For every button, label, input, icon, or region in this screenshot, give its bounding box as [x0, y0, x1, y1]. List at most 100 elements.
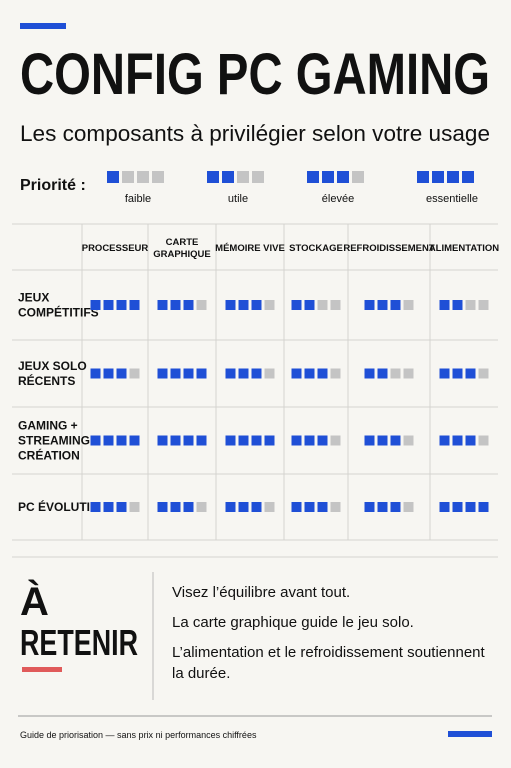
priority-square [390, 368, 401, 379]
priority-square [116, 435, 127, 446]
priority-cell [90, 368, 140, 379]
row-label: RÉCENTS [18, 373, 75, 388]
priority-square [478, 502, 489, 512]
priority-square [478, 368, 489, 379]
priority-square [222, 171, 234, 183]
priority-square [170, 300, 181, 310]
priority-square [417, 171, 429, 183]
priority-square [377, 368, 388, 379]
priority-square [322, 171, 334, 183]
priority-square [183, 435, 194, 446]
priority-cell [225, 435, 275, 446]
accent-bar [448, 731, 492, 737]
takeaway-point: la durée. [172, 665, 230, 682]
priority-square [264, 368, 275, 379]
priority-square [364, 502, 375, 512]
priority-square [364, 368, 375, 379]
priority-cell [364, 502, 414, 512]
legend-key [107, 171, 164, 183]
priority-square [238, 502, 249, 512]
priority-square [90, 300, 101, 310]
priority-square [377, 502, 388, 512]
priority-cell [439, 300, 489, 310]
priority-square [439, 300, 450, 310]
priority-square [452, 435, 463, 446]
priority-cell [225, 502, 275, 512]
priority-square [330, 502, 341, 512]
priority-cell [225, 300, 275, 310]
priority-square [157, 368, 168, 379]
priority-square [403, 368, 414, 379]
priority-square [152, 171, 164, 183]
priority-cell [291, 368, 341, 379]
priority-cell [291, 435, 341, 446]
priority-square [170, 368, 181, 379]
priority-square [364, 435, 375, 446]
priority-square [238, 435, 249, 446]
priority-square [291, 368, 302, 379]
row-label: PC ÉVOLUTIF [18, 499, 97, 514]
row-label: GAMING + [18, 419, 78, 433]
priority-square [170, 435, 181, 446]
priority-square [183, 300, 194, 310]
legend-key [207, 171, 264, 183]
priority-square [364, 300, 375, 310]
priority-square [317, 502, 328, 512]
row-label: COMPÉTITIFS [18, 305, 99, 320]
priority-square [390, 300, 401, 310]
priority-square [225, 502, 236, 512]
priority-square [403, 300, 414, 310]
legend-label: essentielle [426, 193, 478, 205]
accent-bar [20, 23, 66, 29]
legend-key [417, 171, 474, 183]
priority-square [157, 502, 168, 512]
legend-key [307, 171, 364, 183]
accent-bar [22, 667, 62, 672]
column-header: MÉMOIRE VIVE [215, 243, 285, 254]
priority-cell [439, 368, 489, 379]
priority-square [330, 435, 341, 446]
priority-square [251, 502, 262, 512]
priority-square [452, 300, 463, 310]
priority-square [432, 171, 444, 183]
priority-square [183, 368, 194, 379]
priority-square [291, 502, 302, 512]
priority-cell [157, 435, 207, 446]
priority-square [317, 435, 328, 446]
priority-square [462, 171, 474, 183]
priority-square [439, 435, 450, 446]
priority-square [90, 502, 101, 512]
column-header: GRAPHIQUE [153, 249, 211, 260]
priority-square [196, 502, 207, 512]
priority-cell [157, 368, 207, 379]
priority-square [478, 435, 489, 446]
priority-square [291, 435, 302, 446]
priority-cell [439, 502, 489, 512]
priority-square [337, 171, 349, 183]
legend-label: élevée [322, 193, 354, 205]
takeaway-point: L’alimentation et le refroidissement sou… [172, 644, 486, 661]
priority-cell [157, 502, 207, 512]
priority-square [252, 171, 264, 183]
priority-square [116, 502, 127, 512]
priority-square [304, 502, 315, 512]
legend-label: utile [228, 193, 248, 205]
priority-square [103, 502, 114, 512]
priority-square [403, 502, 414, 512]
priority-square [317, 300, 328, 310]
priority-square [330, 368, 341, 379]
priority-cell [291, 300, 341, 310]
priority-square [116, 300, 127, 310]
priority-square [90, 368, 101, 379]
priority-square [251, 300, 262, 310]
priority-square [225, 368, 236, 379]
priority-square [157, 300, 168, 310]
priority-square [225, 300, 236, 310]
priority-square [238, 300, 249, 310]
priority-square [183, 502, 194, 512]
takeaway-title: À [20, 579, 49, 624]
priority-square [103, 300, 114, 310]
priority-square [170, 502, 181, 512]
priority-square [465, 300, 476, 310]
